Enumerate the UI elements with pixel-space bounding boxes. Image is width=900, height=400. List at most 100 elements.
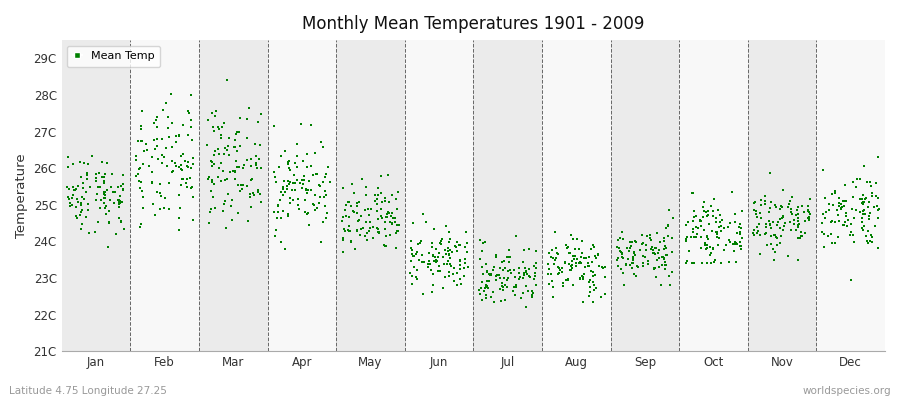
Point (356, 225, 370, 232)
Point (97, 189, 112, 195)
Bar (816, 40, 885, 351)
Point (294, 120, 309, 127)
Point (582, 293, 597, 299)
Point (81, 207, 95, 213)
Point (391, 206, 405, 212)
Point (864, 183, 878, 190)
Point (442, 269, 456, 275)
Point (271, 208, 285, 215)
Point (313, 182, 328, 189)
Point (598, 290, 612, 297)
Point (563, 232, 578, 238)
Point (646, 266, 661, 272)
Point (281, 213, 295, 219)
Point (362, 212, 376, 218)
Point (203, 208, 218, 215)
Point (241, 105, 256, 111)
Point (63, 200, 77, 206)
Point (818, 195, 832, 202)
Point (158, 195, 172, 201)
Point (378, 198, 392, 205)
Point (378, 226, 392, 232)
Point (381, 172, 395, 178)
Point (453, 258, 467, 264)
Point (134, 108, 148, 114)
Point (833, 200, 848, 207)
Point (220, 143, 235, 149)
Point (610, 257, 625, 263)
Point (529, 264, 544, 271)
Point (855, 225, 869, 231)
Point (347, 246, 362, 252)
Point (213, 178, 228, 184)
Point (479, 261, 493, 268)
Point (172, 132, 186, 138)
Point (434, 238, 448, 244)
Point (846, 232, 860, 238)
Point (710, 234, 724, 240)
Point (484, 294, 499, 300)
Point (359, 184, 374, 191)
Point (769, 234, 783, 240)
Point (790, 211, 805, 218)
Point (766, 218, 780, 225)
Point (180, 163, 194, 170)
Point (487, 264, 501, 270)
Point (88, 197, 103, 204)
Point (506, 288, 520, 294)
Point (384, 213, 399, 219)
Point (747, 227, 761, 233)
Point (837, 221, 851, 228)
Point (201, 176, 215, 182)
Point (220, 147, 235, 154)
Point (647, 251, 662, 257)
Point (560, 245, 574, 252)
Point (863, 238, 878, 244)
Point (382, 219, 397, 225)
Point (508, 292, 522, 298)
Point (647, 251, 662, 257)
Point (752, 251, 767, 258)
Point (282, 158, 296, 164)
Point (175, 166, 189, 173)
Point (802, 215, 816, 222)
Point (847, 239, 861, 245)
Point (596, 265, 610, 272)
Point (244, 163, 258, 169)
Point (368, 198, 382, 204)
Point (428, 246, 443, 252)
Point (135, 188, 149, 194)
Point (626, 254, 640, 260)
Point (589, 255, 603, 261)
Point (609, 244, 624, 251)
Point (730, 230, 744, 236)
Point (426, 252, 440, 259)
Point (308, 192, 322, 198)
Point (583, 288, 598, 295)
Point (167, 160, 182, 166)
Point (340, 227, 355, 233)
Point (834, 204, 849, 210)
Point (629, 262, 643, 269)
Point (151, 156, 166, 162)
Point (218, 198, 232, 204)
Bar (267, 40, 336, 351)
Point (272, 164, 286, 170)
Point (237, 162, 251, 169)
Point (461, 264, 475, 270)
Point (706, 259, 721, 266)
Point (679, 222, 693, 228)
Point (156, 107, 170, 113)
Point (657, 235, 671, 241)
Point (529, 248, 544, 254)
Point (320, 210, 334, 216)
Point (270, 215, 284, 221)
Point (438, 246, 453, 253)
Point (654, 282, 669, 288)
Point (291, 202, 305, 208)
Point (542, 266, 556, 272)
Point (425, 240, 439, 246)
Point (224, 203, 238, 209)
Point (403, 244, 418, 251)
Point (783, 218, 797, 225)
